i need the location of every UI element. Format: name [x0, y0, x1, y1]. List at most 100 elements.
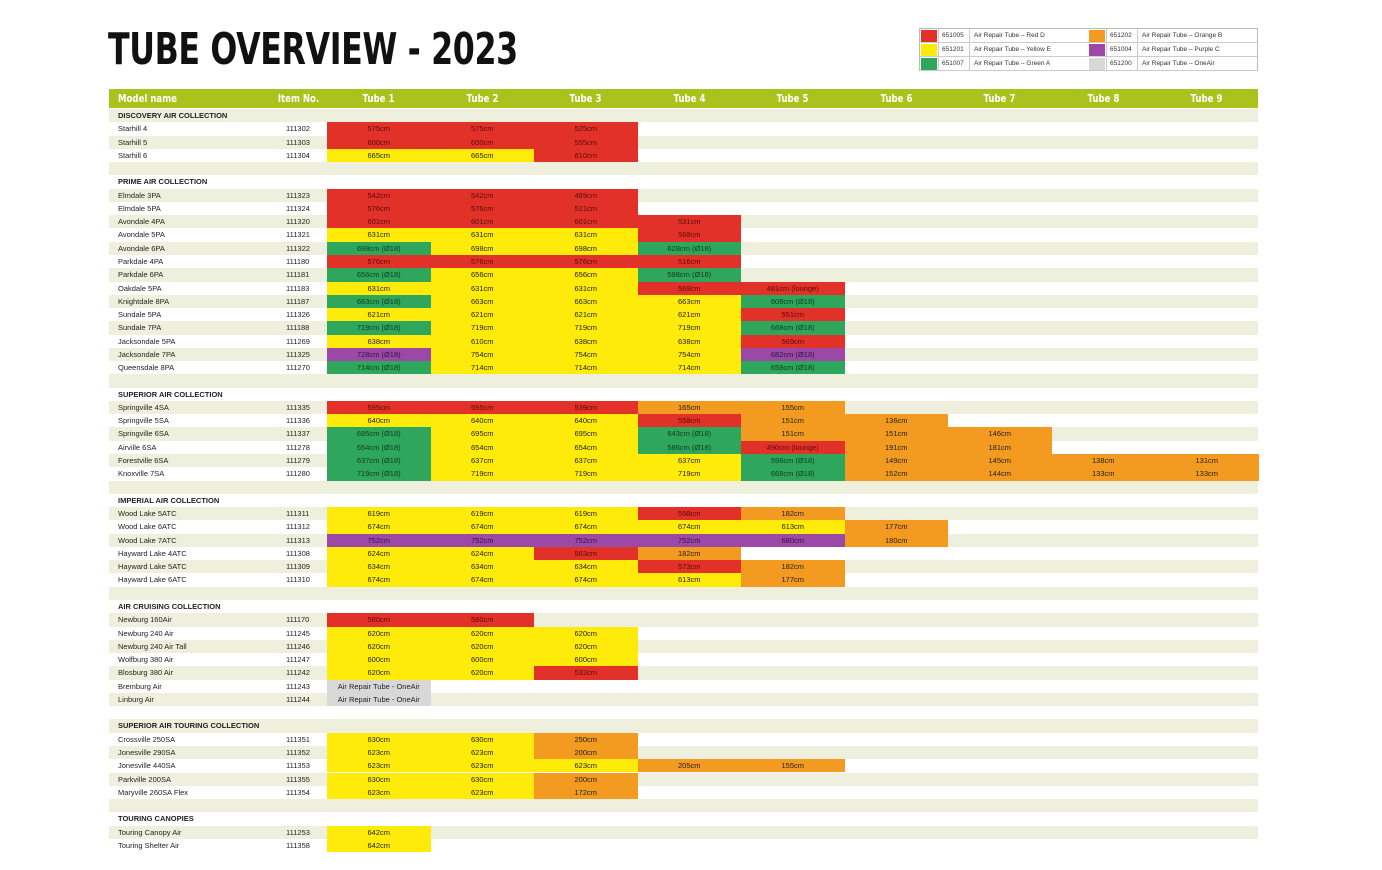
column-header: Tube 4 [638, 89, 742, 108]
item-number: 111309 [286, 562, 310, 572]
model-name: Jonesville 290SA [118, 747, 176, 757]
model-name: Hayward Lake 5ATC [118, 562, 187, 572]
tube-cell: 623cm [327, 785, 431, 800]
tube-cell: 250cm [534, 732, 638, 746]
tube-cell: 555cm [534, 135, 638, 149]
model-name: Avondale 5PA [118, 230, 165, 240]
color-swatch [921, 29, 937, 42]
tube-cell: 640cm [327, 414, 431, 428]
table-row: Jonesville 290SA 111352 623cm 623cm 200cm [109, 745, 1258, 760]
tube-cell: 181cm [948, 440, 1052, 455]
item-number: 111270 [286, 363, 310, 373]
column-header: Tube 8 [1052, 89, 1156, 108]
model-name: Wood Lake 6ATC [118, 522, 177, 532]
tube-cell: 600cm [430, 653, 534, 667]
table-row: Oakdale 5PA 111183 631cm 631cm 631cm 569cm 481… [109, 281, 1258, 295]
tube-cell: 580cm [430, 613, 534, 627]
tube-cell: 155cm [741, 759, 845, 773]
table-row: Hayward Lake 6ATC 111310 674cm 674cm 674cm 61… [109, 573, 1258, 587]
tube-cell: 658cm (Ø18) [741, 361, 845, 375]
section-header: AIR CRUISING COLLECTION [109, 600, 1258, 613]
legend-item: 651202 Air Repair Tube – Orange B [1088, 29, 1258, 43]
model-name: Springville 6SA [118, 429, 169, 439]
item-number: 111323 [286, 190, 310, 200]
model-name: Knightdale 8PA [118, 296, 170, 306]
table-row: Newburg 160Air 111170 580cm 580cm [109, 613, 1258, 627]
item-number: 111246 [286, 641, 310, 651]
tube-cell: 698cm (Ø18) [327, 241, 431, 255]
tube-cell: 674cm [534, 573, 638, 587]
tube-cell: 595cm [430, 400, 534, 415]
tube-cell: 714cm [534, 361, 638, 375]
color-swatch [1089, 57, 1105, 70]
tube-cell: 623cm [430, 785, 534, 800]
tube-cell: 172cm [534, 785, 638, 800]
legend-name: Air Repair Tube – Red D [974, 32, 1045, 39]
item-number: 111304 [286, 150, 310, 160]
tube-cell: 634cm [430, 560, 534, 574]
table-row: Touring Shelter Air 111358 642cm [109, 838, 1258, 853]
item-number: 111279 [286, 456, 310, 466]
column-header: Tube 6 [845, 89, 949, 108]
model-name: Hayward Lake 6ATC [118, 575, 187, 585]
tube-cell: 182cm [741, 560, 845, 574]
column-header: Tube 1 [327, 89, 431, 108]
tube-cell: 631cm [430, 228, 534, 242]
legend-name: Air Repair Tube – OneAir [1142, 60, 1215, 67]
column-header: Tube 7 [948, 89, 1052, 108]
column-header-label: Tube 9 [1190, 92, 1223, 105]
tube-cell: 695cm (Ø18) [327, 427, 431, 441]
column-header: Model name [118, 89, 194, 108]
tube-cell: 177cm [844, 520, 948, 534]
tube-cell: 200cm [534, 745, 638, 760]
legend-item: 651004 Air Repair Tube – Purple C [1088, 43, 1258, 57]
table-row: Blosburg 380 Air 111242 620cm 620cm 532cm [109, 666, 1258, 680]
model-name: Starhill 6 [118, 150, 148, 160]
tube-cell: 656cm [430, 268, 534, 282]
column-header-label: Tube 5 [776, 92, 809, 105]
table-row: Crossville 250SA 111351 630cm 630cm 250cm [109, 732, 1258, 746]
tube-cell: 151cm [741, 427, 845, 441]
tube-cell: 575cm [327, 122, 431, 136]
page-title: TUBE OVERVIEW - 2023 [108, 24, 518, 75]
section-title: DISCOVERY AIR COLLECTION [118, 111, 228, 120]
column-header-label: Tube 8 [1087, 92, 1120, 105]
tube-cell: 695cm [430, 427, 534, 441]
model-name: Wood Lake 5ATC [118, 509, 177, 519]
color-legend: 651005 Air Repair Tube – Red D 651201 Air R… [919, 28, 1258, 71]
legend-name: Air Repair Tube – Yellow E [974, 46, 1051, 53]
table-row: Parkdale 6PA 111181 656cm (Ø18) 656cm 656cm 5… [109, 268, 1258, 282]
section-header: SUPERIOR AIR TOURING COLLECTION [109, 719, 1258, 733]
model-name: Avondale 4PA [118, 217, 165, 227]
model-name: Hayward Lake 4ATC [118, 548, 187, 558]
tube-cell: 165cm [637, 400, 741, 415]
section-header: TOURING CANOPIES [109, 812, 1258, 825]
table-row: Hayward Lake 4ATC 111308 624cm 624cm 563cm 18… [109, 546, 1258, 561]
tube-cell: 568cm [637, 228, 741, 242]
tube-cell: 643cm (Ø18) [637, 427, 741, 441]
spacer-row [109, 706, 1258, 719]
tube-cell: 638cm [637, 334, 741, 348]
tube-cell: 613cm [741, 520, 845, 534]
tube-cell: 719cm [637, 467, 741, 481]
table-row: Newburg 240 Air 111245 620cm 620cm 620cm [109, 626, 1258, 640]
tube-cell: 576cm [327, 201, 431, 216]
item-number: 111324 [286, 203, 310, 213]
legend-item: 651201 Air Repair Tube – Yellow E [920, 43, 1088, 57]
section-title: AIR CRUISING COLLECTION [118, 601, 221, 611]
column-header: Tube 5 [741, 89, 845, 108]
tube-cell: 569cm [637, 281, 741, 295]
tube-cell: 634cm [327, 560, 431, 574]
tube-cell: 620cm [327, 626, 431, 640]
tube-cell: 136cm [844, 414, 948, 428]
tube-cell: 539cm [534, 400, 638, 415]
column-header-label: Item No. [278, 92, 320, 105]
item-number: 111242 [286, 668, 310, 678]
table-row: Airville 6SA 111278 654cm (Ø18) 654cm 654cm 5… [109, 440, 1258, 455]
tube-cell: 656cm (Ø18) [327, 268, 431, 282]
table-row: Maryville 260SA Flex 111354 623cm 623cm 172c… [109, 785, 1258, 800]
tube-cell: 674cm [430, 520, 534, 534]
item-number: 111313 [286, 535, 310, 545]
tube-cell: 481cm (lounge) [741, 281, 845, 295]
section-title: SUPERIOR AIR TOURING COLLECTION [118, 721, 260, 731]
